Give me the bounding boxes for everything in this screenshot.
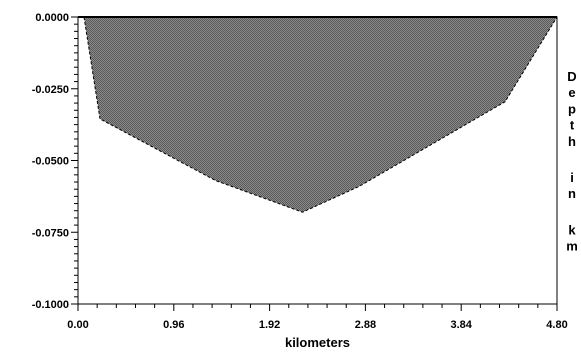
depth-area-fill	[84, 17, 557, 213]
x-tick-label: 0.96	[163, 319, 184, 331]
plot-area	[77, 16, 558, 305]
x-tick-label: 4.80	[546, 319, 567, 331]
x-tick-label: 2.88	[355, 319, 376, 331]
y-tick-label: 0.0000	[35, 12, 69, 24]
x-tick-label: 1.92	[259, 319, 280, 331]
y-tick-label: -0.0500	[32, 156, 69, 168]
y-tick-label: -0.0750	[32, 227, 69, 239]
y-tick-label: -0.0250	[32, 84, 69, 96]
depth-profile-line	[83, 16, 558, 213]
x-axis: 0.00 0.96 1.92 2.88 3.84 4.80	[67, 304, 568, 331]
x-axis-title: kilometers	[285, 335, 350, 350]
x-tick-label: 3.84	[450, 319, 472, 331]
x-tick-label: 0.00	[67, 319, 88, 331]
y-axis: 0.0000 -0.0250 -0.0500 -0.0750 -0.1000	[32, 12, 78, 311]
y-tick-label: -0.1000	[32, 299, 69, 311]
